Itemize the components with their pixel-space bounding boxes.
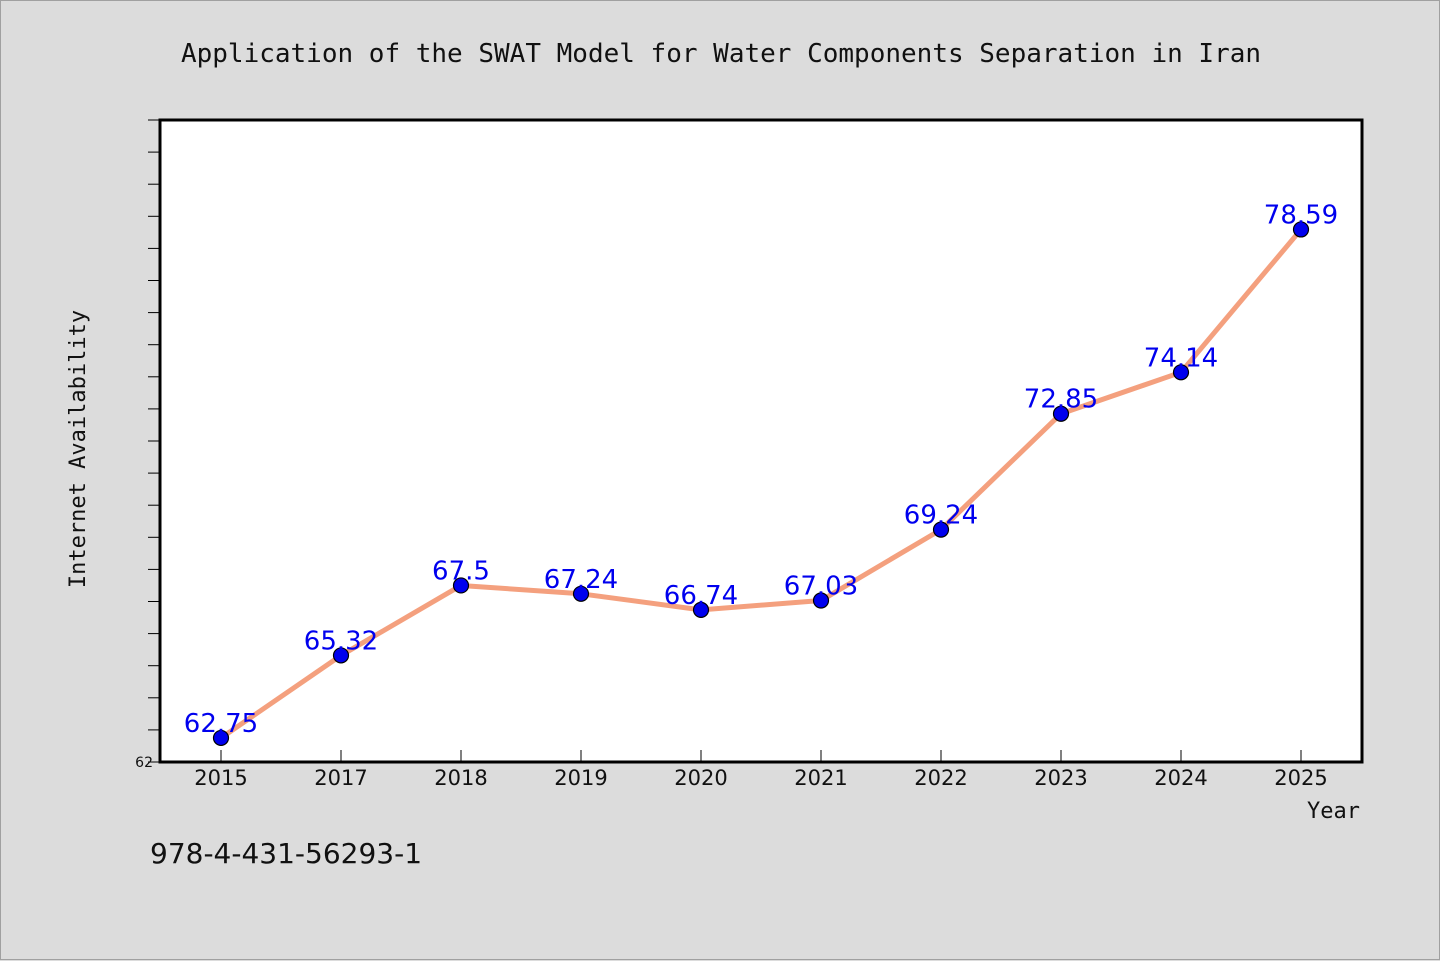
data-label: 65.32 [304,626,378,656]
data-label: 67.03 [784,572,858,602]
data-point [1292,221,1310,238]
x-axis-ticks: 2015 2017 2018 2019 2020 2021 2022 2023 2024 2025 [194,750,1328,790]
chart-title: Application of the SWAT Model for Water … [181,39,1261,69]
series-line-group [218,226,1304,741]
y-tick-label: 62 [135,755,153,771]
x-tick-label: 2025 [1274,766,1327,790]
x-tick-label: 2018 [434,766,487,790]
x-tick-label: 2017 [314,766,367,790]
data-point [572,585,590,602]
x-tick-label: 2021 [794,766,847,790]
y-axis-label: Internet Availability [66,310,91,588]
x-tick-label: 2023 [1034,766,1087,790]
x-tick-label: 2015 [194,766,247,790]
data-point [1052,405,1070,422]
data-point [212,729,230,747]
data-label: 69.24 [904,501,978,531]
plot-area [158,118,1364,764]
series-line [218,226,1304,741]
x-tick-label: 2020 [674,766,727,790]
data-label: 72.85 [1024,385,1098,415]
data-point [812,592,830,609]
x-tick-label: 2022 [914,766,967,790]
data-point [932,521,950,538]
x-tick-label: 2024 [1154,766,1207,790]
data-labels: 62.75 65.32 67.5 67.24 66.74 67.03 69.24 72.85 7… [184,200,1338,738]
x-axis-label: Year [1307,799,1360,824]
data-label: 67.24 [544,565,618,595]
data-point [332,647,350,664]
data-point [1172,364,1190,381]
data-markers [212,221,1310,747]
data-point [452,577,470,594]
data-point [692,601,710,618]
data-label: 67.5 [432,556,490,586]
data-label: 62.75 [184,709,258,739]
data-label: 74.14 [1144,343,1218,373]
footer-code: 978-4-431-56293-1 [150,837,422,870]
x-tick-label: 2019 [554,766,607,790]
data-label: 66.74 [664,581,738,611]
data-label: 78.59 [1264,200,1338,230]
y-axis-ticks [148,119,160,763]
